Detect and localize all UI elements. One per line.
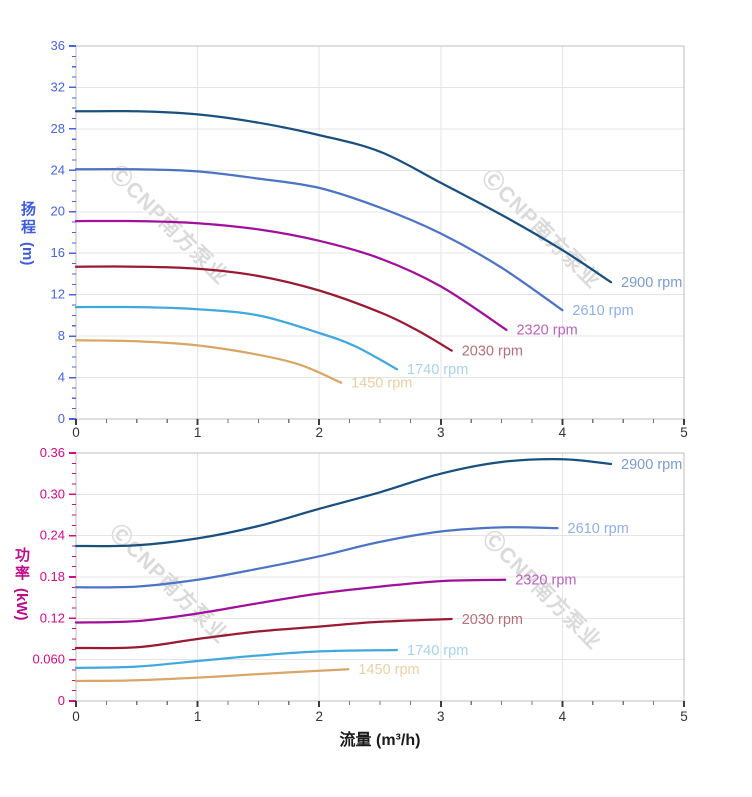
curve-label-2900-rpm: 2900 rpm	[621, 275, 682, 291]
curve-label-2030-rpm: 2030 rpm	[462, 343, 523, 359]
curve-2900-rpm	[74, 109, 613, 284]
x-tick-label: 5	[680, 425, 688, 440]
curve-2610-rpm	[74, 526, 559, 589]
curve-2030-rpm	[74, 617, 453, 650]
head-y-axis-title: 扬程 (m)	[19, 201, 36, 266]
x-tick-label: 4	[559, 709, 567, 724]
curve-label-2610-rpm: 2610 rpm	[568, 521, 629, 537]
curve-label-1740-rpm: 1740 rpm	[407, 362, 468, 378]
head-y-axis-title-cn: 扬程	[19, 201, 36, 237]
y-tick-label: 4	[58, 369, 65, 384]
x-tick-label: 2	[315, 425, 323, 440]
y-tick-label: 0	[58, 411, 65, 426]
y-tick-label: 0.30	[40, 486, 65, 501]
x-tick-label: 3	[437, 425, 445, 440]
power-chart: 0 0.060 0.12 0.18 0.24 0.30 0.36 0 1 2 3 4 5 2900 rpm…	[32, 445, 687, 724]
curve-label-2320-rpm: 2320 rpm	[516, 323, 577, 339]
x-tick-label: 1	[194, 709, 202, 724]
power-y-axis-title: 功率 (kW)	[13, 547, 30, 621]
power-y-axis-title-cn: 功率	[13, 547, 30, 583]
curve-2320-rpm	[74, 578, 507, 624]
y-tick-label: 0.12	[40, 610, 65, 625]
y-tick-label: 12	[51, 287, 65, 302]
curve-label-2900-rpm: 2900 rpm	[621, 457, 682, 473]
curve-1740-rpm	[74, 648, 399, 670]
curve-label-1740-rpm: 1740 rpm	[407, 643, 468, 659]
y-tick-label: 0.36	[40, 445, 65, 460]
y-tick-label: 0	[58, 693, 65, 708]
curve-2610-rpm	[74, 168, 564, 312]
y-tick-label: 0.24	[40, 528, 65, 543]
x-tick-label: 0	[72, 709, 80, 724]
curve-label-2030-rpm: 2030 rpm	[462, 612, 523, 628]
power-y-axis-title-unit: (kW)	[13, 588, 30, 621]
y-tick-label: 36	[51, 38, 65, 53]
curve-label-1450-rpm: 1450 rpm	[358, 662, 419, 678]
y-tick-label: 20	[51, 204, 65, 219]
curve-2030-rpm	[74, 265, 453, 352]
curve-1450-rpm	[74, 668, 350, 683]
y-tick-label: 32	[51, 79, 65, 94]
y-tick-label: 8	[58, 328, 65, 343]
curve-2320-rpm	[74, 219, 508, 332]
y-tick-label: 28	[51, 121, 65, 136]
curve-label-2610-rpm: 2610 rpm	[572, 303, 633, 319]
curve-2900-rpm	[74, 458, 613, 548]
x-tick-label: 4	[559, 425, 567, 440]
curve-label-1450-rpm: 1450 rpm	[351, 376, 412, 392]
plot-border	[75, 45, 685, 420]
curve-1450-rpm	[74, 339, 343, 384]
y-tick-label: 0.18	[40, 569, 65, 584]
x-tick-label: 0	[72, 425, 80, 440]
y-tick-label: 24	[51, 162, 65, 177]
y-tick-label: 0.060	[32, 652, 65, 667]
head-y-axis-title-unit: (m)	[19, 242, 36, 266]
curve-1740-rpm	[74, 305, 399, 371]
x-axis-title: 流量 (m³/h)	[339, 732, 421, 749]
x-tick-label: 2	[315, 709, 323, 724]
x-tick-label: 3	[437, 709, 445, 724]
curve-label-2320-rpm: 2320 rpm	[515, 573, 576, 589]
y-tick-label: 16	[51, 245, 65, 260]
x-tick-label: 5	[680, 709, 688, 724]
x-tick-label: 1	[194, 425, 202, 440]
